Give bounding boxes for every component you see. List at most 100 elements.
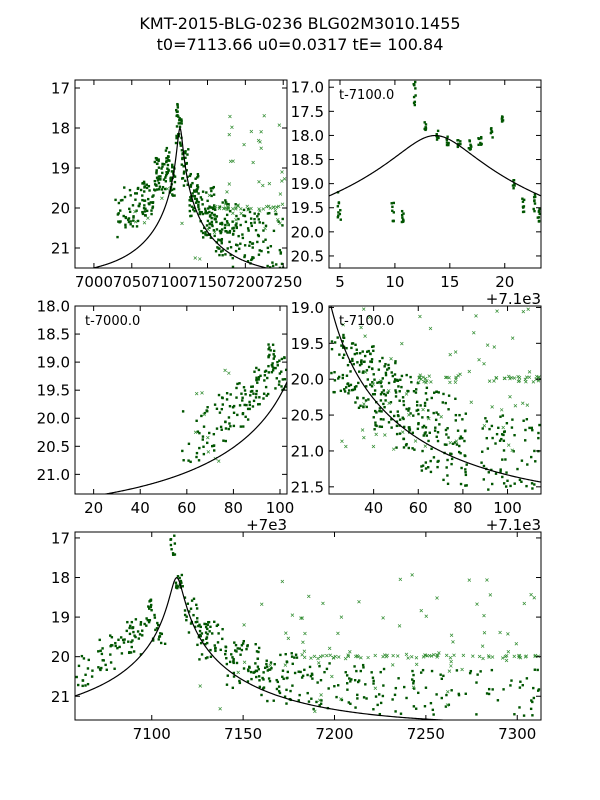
data-point [224, 420, 227, 424]
flagged-point [207, 193, 212, 198]
data-point [270, 370, 274, 374]
data-point [447, 408, 450, 411]
data-point [100, 666, 103, 670]
data-point [337, 201, 341, 205]
data-point [365, 369, 369, 372]
data-point [530, 482, 534, 485]
subplot-panel-middle-right: 40 60 80 10019.019.520.020.521.021.5t-7100.… [291, 299, 542, 534]
flagged-point [333, 654, 338, 659]
data-point [454, 397, 457, 401]
y-tick-label: 19.5 [37, 382, 70, 400]
data-point [227, 416, 231, 419]
flagged-point [202, 412, 206, 417]
flagged-point [425, 379, 429, 383]
data-point [245, 647, 248, 651]
flagged-point [417, 376, 421, 380]
data-point [158, 635, 162, 638]
data-point [266, 392, 270, 396]
flagged-point [510, 336, 515, 340]
axes-frame [74, 79, 288, 269]
y-tick-label: 20 [51, 648, 70, 666]
data-point [434, 418, 438, 422]
y-tick-label: 21 [51, 240, 70, 258]
data-point [225, 202, 229, 206]
data-point [279, 653, 282, 657]
data-point [311, 677, 314, 680]
data-point [445, 138, 449, 141]
data-point [355, 352, 359, 355]
data-point [427, 409, 430, 412]
flagged-point [419, 608, 424, 613]
data-point [276, 680, 280, 684]
data-point [490, 130, 494, 134]
data-point [123, 195, 127, 199]
data-point [122, 214, 125, 218]
data-point [347, 392, 350, 395]
data-point [183, 609, 187, 612]
flagged-point [492, 345, 497, 349]
x-tick-label: 5 [335, 273, 345, 291]
data-point [157, 175, 161, 178]
data-point [195, 603, 198, 607]
data-point [271, 365, 274, 368]
data-point [197, 459, 201, 462]
data-point [411, 678, 414, 681]
data-point [170, 170, 174, 173]
data-point [419, 404, 422, 407]
data-point [342, 333, 345, 337]
data-point [81, 679, 85, 682]
data-point [525, 418, 529, 421]
data-point [164, 149, 168, 152]
data-point [425, 386, 429, 390]
data-point [251, 385, 254, 388]
data-point [372, 373, 375, 376]
data-point [268, 353, 271, 357]
data-point [256, 381, 259, 384]
data-point [333, 685, 336, 688]
data-point [204, 231, 207, 234]
flagged-point [485, 343, 490, 347]
data-point [464, 470, 467, 474]
flagged-point [259, 602, 264, 606]
data-point [161, 191, 165, 195]
data-point [372, 679, 375, 683]
data-point [139, 188, 143, 192]
data-point [235, 225, 238, 228]
flagged-point [477, 357, 481, 362]
data-point [158, 185, 162, 188]
data-point [105, 668, 108, 671]
data-point [271, 362, 274, 365]
flagged-point [198, 684, 202, 688]
data-point [241, 412, 245, 415]
flagged-point [404, 392, 409, 396]
data-point [214, 208, 217, 211]
data-point [537, 209, 541, 213]
data-point [202, 425, 206, 428]
flagged-point [379, 379, 383, 383]
data-point [118, 221, 121, 224]
data-point [524, 439, 527, 442]
data-point [215, 427, 219, 430]
flagged-point [200, 391, 204, 395]
data-point [275, 377, 278, 380]
axes-frame [328, 305, 542, 495]
flagged-point [447, 669, 452, 673]
data-point [248, 403, 252, 407]
x-tick-label: 40 [131, 499, 150, 517]
data-point [359, 669, 362, 673]
flagged-point [278, 221, 282, 226]
data-point [234, 249, 238, 253]
data-point [365, 385, 368, 388]
data-point [431, 708, 435, 712]
data-point [209, 655, 213, 658]
data-point [159, 641, 163, 645]
data-point [238, 382, 241, 385]
flagged-point [424, 614, 429, 619]
data-point [228, 209, 232, 213]
data-point [182, 459, 185, 462]
data-point [139, 653, 143, 656]
data-point [181, 156, 184, 160]
data-point [160, 188, 164, 191]
data-point [196, 173, 200, 176]
data-point [537, 436, 540, 440]
